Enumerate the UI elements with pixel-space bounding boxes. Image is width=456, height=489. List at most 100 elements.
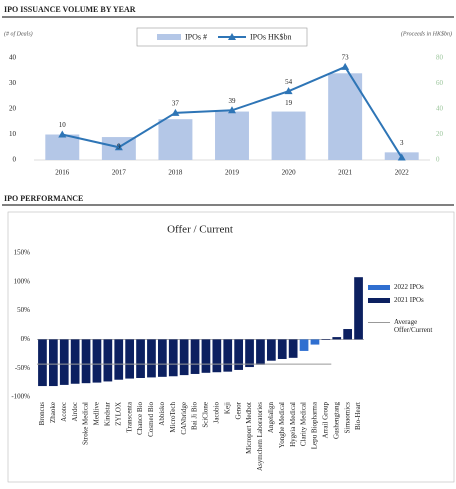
x-tick-label: 2016 <box>55 169 70 177</box>
x-tick-label: Bio-Heart <box>354 402 362 430</box>
bar <box>179 339 189 376</box>
bar <box>168 339 178 377</box>
y2-tick-label: 60 <box>436 79 444 87</box>
legend-item: Average Offer/Current <box>368 318 452 334</box>
legend-swatch <box>368 298 390 303</box>
section-title: IPO ISSUANCE VOLUME BY YEAR <box>4 5 136 14</box>
x-tick-label: 2017 <box>112 169 127 177</box>
x-tick-label: Airdoc <box>71 402 79 421</box>
bar-value-label: 19 <box>285 99 293 107</box>
line-value-label: 73 <box>342 54 350 62</box>
bar-value-label: 10 <box>59 121 67 129</box>
bar <box>92 339 102 383</box>
bar <box>147 339 156 378</box>
bar <box>59 339 69 385</box>
legend-item: 2022 IPOs <box>368 283 452 291</box>
x-tick-label: Bai Ji Bio <box>191 402 199 431</box>
bar <box>125 339 135 379</box>
bar <box>310 339 320 345</box>
bar <box>103 339 113 382</box>
x-tick-label: Chance Bio <box>136 402 144 435</box>
bar <box>212 339 222 373</box>
y-tick-label: 10 <box>9 130 17 138</box>
y2-axis-label: (Proceeds in HK$bn) <box>401 30 452 37</box>
bar <box>332 337 342 340</box>
bar-value-label: 9 <box>117 143 121 151</box>
bar <box>266 339 276 361</box>
section-title: IPO PERFORMANCE <box>4 194 83 203</box>
bar <box>45 134 80 160</box>
bar <box>223 339 233 372</box>
y-tick-label: 50% <box>17 306 30 314</box>
y-tick-label: 30 <box>9 79 17 87</box>
x-tick-label: Microport Medbot <box>245 402 253 454</box>
x-tick-label: Clarity Medical <box>300 402 308 446</box>
y-tick-label: 150% <box>14 249 31 257</box>
legend-label: 2021 IPOs <box>394 296 424 304</box>
y-tick-label: 20 <box>9 105 17 113</box>
x-tick-label: Jacobio <box>212 402 220 424</box>
marker <box>171 108 180 116</box>
bar <box>136 339 145 378</box>
chart-frame <box>7 211 455 483</box>
x-tick-label: SciClone <box>202 402 210 428</box>
x-tick-label: Gushengtang <box>332 402 340 439</box>
legend-label: IPOs HK$bn <box>250 32 292 41</box>
bar <box>201 339 211 373</box>
bar <box>277 339 287 359</box>
x-tick-label: ZYLOX <box>114 402 122 426</box>
marker <box>114 143 123 151</box>
x-tick-label: Abbisko <box>158 402 166 426</box>
marker <box>397 153 406 161</box>
line-value-label: 37 <box>172 99 180 107</box>
legend-label: 2022 IPOs <box>394 283 424 291</box>
legend-swatch <box>228 33 236 40</box>
x-tick-label: Keji <box>223 402 231 414</box>
legend-label: Average Offer/Current <box>394 318 433 334</box>
bar <box>215 111 249 160</box>
legend-swatch <box>368 322 390 323</box>
marker <box>341 62 350 70</box>
x-tick-label: Cosmed Bio <box>147 402 155 437</box>
legend: 2022 IPOs 2021 IPOs Average Offer/Current <box>368 283 452 339</box>
x-tick-label: 2021 <box>338 169 353 177</box>
bar <box>48 339 58 387</box>
x-tick-label: 2022 <box>395 169 410 177</box>
bar <box>157 339 167 377</box>
y-tick-label: 0% <box>21 335 31 343</box>
x-tick-label: Stroke Medical <box>82 402 90 445</box>
bar <box>328 73 363 160</box>
x-tick-label: Zhaoke <box>49 402 57 423</box>
y-tick-label: -50% <box>15 364 30 372</box>
chart-title: Offer / Current <box>167 224 233 236</box>
y2-tick-label: 80 <box>436 54 444 62</box>
bar <box>245 339 254 368</box>
x-tick-label: Hygeia Medical <box>289 402 297 447</box>
y-tick-label: 40 <box>9 54 17 62</box>
bar <box>158 119 193 160</box>
y-axis-label: (# of Deals) <box>4 30 33 37</box>
y2-tick-label: 0 <box>436 156 440 164</box>
bar <box>321 339 331 340</box>
legend-item: 2021 IPOs <box>368 296 452 304</box>
bar <box>81 339 91 384</box>
y2-tick-label: 40 <box>436 105 444 113</box>
y-tick-label: 0 <box>13 156 17 164</box>
x-tick-label: 2019 <box>225 169 240 177</box>
x-tick-label: MicroTech <box>169 402 177 433</box>
x-tick-label: Lepu Biopharma <box>311 401 319 449</box>
bar <box>343 329 353 340</box>
legend-swatch <box>157 34 181 40</box>
y-tick-label: 100% <box>14 277 31 285</box>
bar <box>234 339 244 370</box>
marker <box>228 106 236 114</box>
x-tick-label: Angelalign <box>267 402 275 434</box>
x-tick-label: Acotec <box>60 402 68 422</box>
x-tick-label: Arrail Group <box>321 402 329 439</box>
x-tick-label: Sirnaomics <box>343 402 351 434</box>
marker <box>284 87 293 95</box>
x-tick-label: Asymchem Laboratories <box>256 402 264 471</box>
bar <box>70 339 80 384</box>
